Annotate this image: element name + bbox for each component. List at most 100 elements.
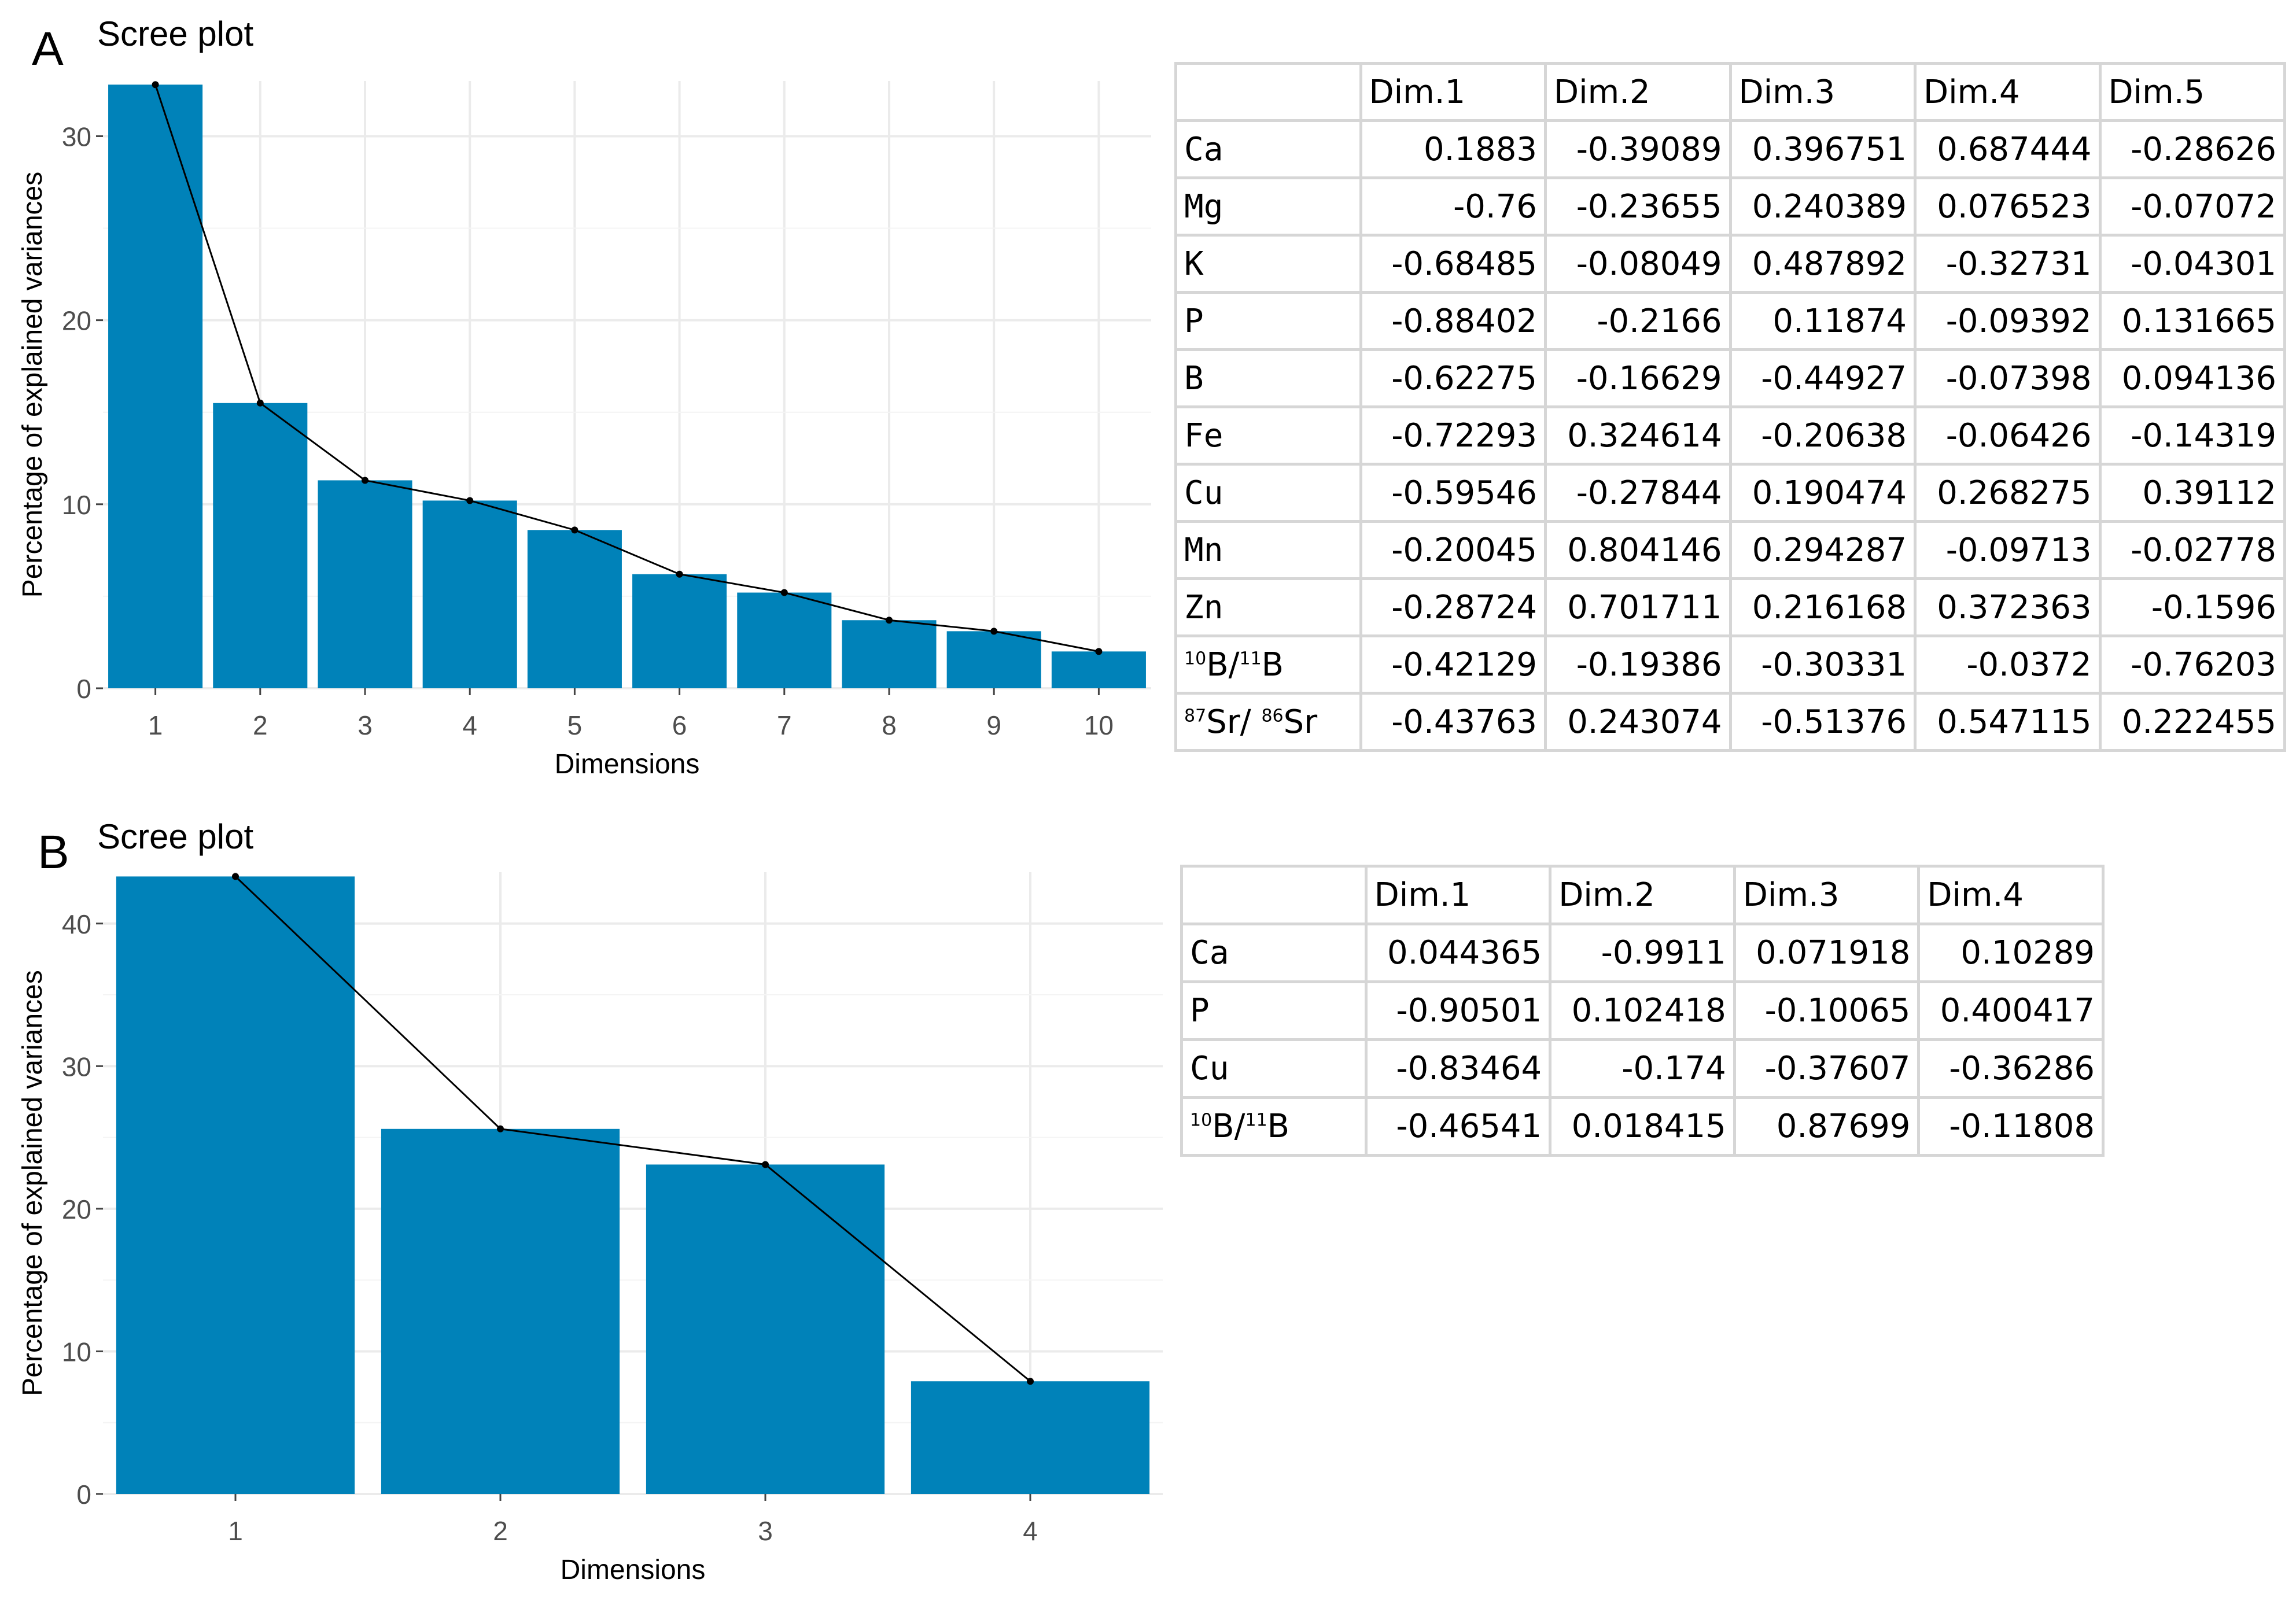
table-a-cell: 0.131665	[2098, 291, 2286, 351]
table-a-cell: 0.39112	[2098, 463, 2286, 523]
table-a-cell: -0.39089	[1544, 119, 1732, 179]
table-b-row-label: Ca	[1180, 923, 1368, 983]
table-a-row: Ca 0.1883 -0.39089 0.396751 0.687444 -0.28626	[1174, 119, 2286, 179]
table-a-row: Mn -0.20045 0.804146 0.294287 -0.09713 -0.027…	[1174, 520, 2286, 580]
scree-a-bar-7	[737, 592, 832, 688]
table-a-cell: -0.20045	[1359, 520, 1547, 580]
table-b-cell: 0.10289	[1917, 923, 2105, 983]
table-b-header-row: Dim.1 Dim.2 Dim.3 Dim.4	[1180, 865, 2105, 925]
table-b-col-header: Dim.1	[1364, 865, 1552, 925]
table-a-col-header: Dim.1	[1359, 62, 1547, 122]
scree-b-ytick-label: 10	[62, 1337, 91, 1367]
scree-b-xtick-label: 3	[758, 1516, 773, 1546]
table-a-row-label: 10B/11B	[1174, 634, 1362, 695]
panel-b-letter: B	[38, 826, 69, 879]
table-a-cell: 0.396751	[1729, 119, 1917, 179]
scree-a-point-2	[256, 399, 264, 407]
table-b-cell: -0.90501	[1364, 980, 1552, 1041]
scree-a-scree-line	[154, 84, 1099, 652]
scree-a-ytick-label: 30	[62, 121, 91, 152]
table-a-row: P -0.88402 -0.2166 0.11874 -0.09392 0.131665	[1174, 291, 2286, 351]
table-a-cell: -0.08049	[1544, 234, 1732, 294]
table-b-row: Ca 0.044365 -0.9911 0.071918 0.10289	[1180, 923, 2105, 983]
table-a-row-label: P	[1174, 291, 1362, 351]
table-a-cell: 0.294287	[1729, 520, 1917, 580]
table-a-cell: -0.42129	[1359, 634, 1547, 695]
scree-a-xtick-label: 2	[253, 710, 268, 740]
table-a-cell: -0.51376	[1729, 692, 1917, 752]
scree-b-ytick-label: 30	[62, 1051, 91, 1082]
scree-a-bar-5	[527, 530, 622, 688]
table-b-row: P -0.90501 0.102418 -0.10065 0.400417	[1180, 980, 2105, 1041]
table-a-cell: -0.32731	[1914, 234, 2102, 294]
loadings-table-a: Dim.1 Dim.2 Dim.3 Dim.4 Dim.5 Ca 0.1883 -0.3908…	[1174, 62, 2286, 752]
scree-b-point-2	[497, 1125, 504, 1132]
scree-b-xtick-label: 2	[493, 1516, 508, 1546]
table-a-row: 87Sr/ 86Sr -0.43763 0.243074 -0.51376 0.5471…	[1174, 692, 2286, 752]
table-a-cell: -0.23655	[1544, 176, 1732, 237]
table-b-cell: -0.46541	[1364, 1096, 1552, 1157]
scree-a-point-4	[466, 497, 474, 504]
table-a-cell: 0.243074	[1544, 692, 1732, 752]
table-a-header-row: Dim.1 Dim.2 Dim.3 Dim.4 Dim.5	[1174, 62, 2286, 122]
scree-plot-a-title: Scree plot	[97, 14, 254, 53]
table-a-row: Fe -0.72293 0.324614 -0.20638 -0.06426 -0.143…	[1174, 405, 2286, 466]
table-a-cell: -0.06426	[1914, 405, 2102, 466]
loadings-table-b: Dim.1 Dim.2 Dim.3 Dim.4 Ca 0.044365 -0.9911 0.0…	[1180, 865, 2105, 1157]
scree-a-xtick-label: 3	[358, 710, 373, 740]
scree-a-bar-3	[318, 480, 412, 688]
scree-a-bar-2	[213, 403, 308, 688]
table-b-row: 10B/11B -0.46541 0.018415 0.87699 -0.11808	[1180, 1096, 2105, 1157]
scree-a-point-8	[886, 617, 893, 624]
table-a-cell: -0.02778	[2098, 520, 2286, 580]
table-b-row: Cu -0.83464 -0.174 -0.37607 -0.36286	[1180, 1038, 2105, 1099]
table-a-cell: 0.240389	[1729, 176, 1917, 237]
scree-b-point-4	[1027, 1378, 1034, 1385]
table-a-cell: -0.68485	[1359, 234, 1547, 294]
scree-plot-a: 0 10 20 30 1 2 3 4 5 6 7 8 9 10 Dimensions Percentage o…	[17, 81, 1151, 780]
scree-a-xtick-label: 1	[148, 710, 163, 740]
scree-b-xaxis-title: Dimensions	[561, 1555, 706, 1585]
scree-plot-b-title: Scree plot	[97, 817, 254, 856]
table-a-cell: 0.487892	[1729, 234, 1917, 294]
table-a-cell: 0.216168	[1729, 577, 1917, 637]
table-a-cell: -0.20638	[1729, 405, 1917, 466]
scree-b-bar-2	[381, 1128, 620, 1494]
table-a-row-label: K	[1174, 234, 1362, 294]
table-a-cell: -0.76203	[2098, 634, 2286, 695]
table-a-row-label: 87Sr/ 86Sr	[1174, 692, 1362, 752]
table-b-row-label: Cu	[1180, 1038, 1368, 1099]
table-a-cell: -0.59546	[1359, 463, 1547, 523]
table-a-cell: -0.09713	[1914, 520, 2102, 580]
table-b-col-header: Dim.2	[1549, 865, 1736, 925]
table-b-cell: -0.83464	[1364, 1038, 1552, 1099]
table-a-row-label: Fe	[1174, 405, 1362, 466]
scree-b-point-3	[762, 1161, 769, 1168]
scree-a-xtick-label: 10	[1084, 710, 1114, 740]
table-a-cell: -0.07072	[2098, 176, 2286, 237]
table-a-cell: -0.2166	[1544, 291, 1732, 351]
scree-b-bar-3	[646, 1164, 885, 1494]
table-a-row: Mg -0.76 -0.23655 0.240389 0.076523 -0.07072	[1174, 176, 2286, 237]
table-b-cell: -0.36286	[1917, 1038, 2105, 1099]
table-b-cell: -0.10065	[1733, 980, 1921, 1041]
scree-a-point-7	[780, 589, 788, 596]
table-a-cell: 0.190474	[1729, 463, 1917, 523]
table-a-cell: -0.28724	[1359, 577, 1547, 637]
table-a-cell: 0.222455	[2098, 692, 2286, 752]
table-a-row: 10B/11B -0.42129 -0.19386 -0.30331 -0.0372 -0…	[1174, 634, 2286, 695]
scree-b-bar-1	[116, 876, 355, 1494]
table-a-cell: 0.268275	[1914, 463, 2102, 523]
scree-b-xtick-label: 4	[1023, 1516, 1038, 1546]
table-b-cell: -0.11808	[1917, 1096, 2105, 1157]
scree-b-ytick-label: 20	[62, 1194, 91, 1224]
table-b-cell: -0.9911	[1549, 923, 1736, 983]
scree-b-scree-line	[234, 876, 1031, 1382]
scree-plot-b: 0 10 20 30 40 1 2 3 4 Dimensions Percentage of exp…	[17, 872, 1163, 1585]
scree-a-xtick-label: 6	[672, 710, 687, 740]
scree-a-ytick-label: 10	[62, 490, 91, 520]
table-a-cell: -0.0372	[1914, 634, 2102, 695]
scree-a-yaxis-title: Percentage of explained variances	[17, 172, 48, 597]
table-a-cell: 0.372363	[1914, 577, 2102, 637]
table-a-cell: -0.72293	[1359, 405, 1547, 466]
